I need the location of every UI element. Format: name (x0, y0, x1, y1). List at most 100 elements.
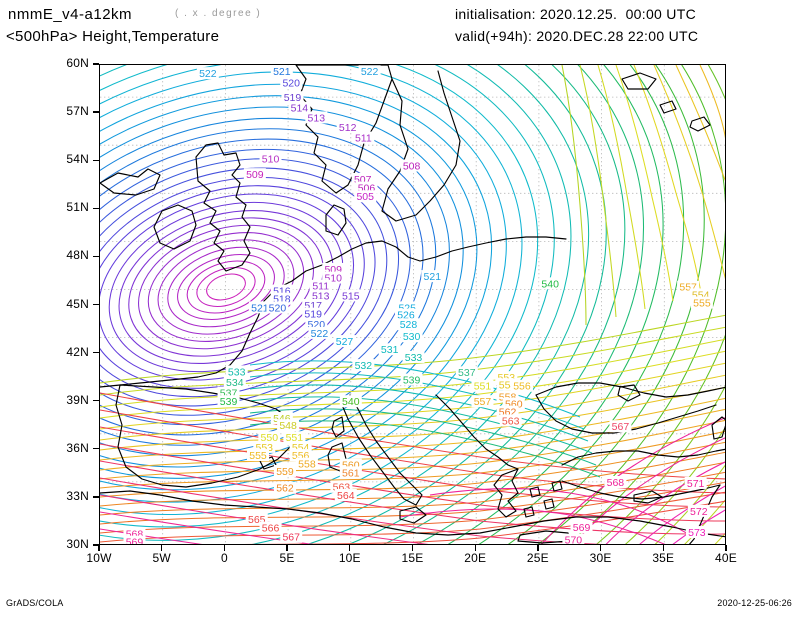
x-axis-tick-mark (223, 545, 226, 551)
chart-header: nmmE_v4-a12km ( . x . degree ) <500hPa> … (0, 0, 800, 52)
contour-label-halo (243, 168, 266, 181)
contour-value-label: 573 (688, 527, 706, 539)
valid-time: valid(+94h): 2020.DEC.28 22:00 UTC (455, 28, 699, 44)
y-axis-tick-label: 30N (66, 537, 89, 551)
contour-value-label: 522 (311, 328, 329, 340)
contour-label-halo (510, 379, 533, 392)
contour-value-label: 513 (308, 112, 326, 124)
contour-value-label: 548 (279, 420, 297, 432)
contour-value-label: 520 (282, 78, 300, 90)
contour-value-label: 531 (381, 344, 399, 356)
contour-label-halo (354, 190, 377, 203)
x-axis-tick-mark (725, 545, 727, 551)
contour-label-halo (378, 343, 401, 356)
contour-label-halo (562, 533, 585, 544)
contour-label-halo (280, 76, 303, 89)
y-axis-tick-label: 33N (66, 488, 89, 503)
contour-label-halo (334, 488, 357, 501)
contour-label-halo (684, 476, 707, 489)
contour-value-label: 511 (355, 133, 372, 145)
southern-zonal-contours (100, 314, 725, 544)
y-axis-tick-mark (93, 207, 99, 209)
contour-value-label: 512 (339, 122, 357, 134)
x-axis-tick-mark (349, 545, 351, 551)
contour-value-label: 567 (612, 421, 630, 433)
contour-value-label: 555 (693, 297, 711, 309)
y-axis-tick-label: 48N (66, 248, 89, 263)
contour-value-label: 570 (565, 535, 583, 545)
contour-value-label: 540 (541, 278, 559, 290)
contour-label-halo (397, 318, 420, 331)
x-axis-tick-label: 35E (652, 551, 675, 565)
contour-label-halo (352, 131, 375, 144)
contour-value-label: 551 (474, 381, 492, 393)
contour-value-label: 572 (690, 506, 708, 518)
x-axis-tick-mark (411, 545, 414, 551)
contour-label-halo (223, 375, 246, 388)
contour-value-label: 567 (282, 532, 300, 544)
y-axis-tick-label: 36N (66, 440, 89, 455)
contour-label-halo (336, 121, 359, 134)
contour-value-label: 537 (458, 367, 476, 379)
contour-value-label: 521 (273, 66, 291, 78)
contour-value-label: 527 (336, 336, 354, 348)
contour-label-halo (247, 449, 270, 462)
contour-label-halo (539, 277, 562, 290)
contour-map-plot: 522 521 522 520 519 514 513 512 511 510 508 509 507 5… (99, 64, 726, 545)
contour-value-label: 556 (513, 381, 531, 393)
contour-value-label: 533 (405, 352, 423, 364)
contour-value-label: 568 (607, 477, 625, 489)
contour-label-halo (471, 379, 494, 392)
contour-value-label: 521 (251, 302, 269, 314)
contour-label-halo (687, 504, 710, 517)
contour-value-label: 533 (228, 366, 246, 378)
x-axis-tick-mark (98, 545, 100, 551)
contour-label-halo (421, 270, 444, 283)
contour-value-label: 510 (262, 154, 280, 166)
contour-label-halo (270, 65, 293, 78)
contour-label-halo (358, 65, 381, 78)
contour-value-label: 566 (262, 523, 280, 535)
contour-label-halo (273, 481, 296, 494)
y-axis-tick-mark (93, 63, 99, 65)
contour-label-halo (690, 296, 713, 309)
central-trough-contours (249, 360, 601, 478)
initialisation-time: initialisation: 2020.12.25. 00:00 UTC (455, 6, 696, 22)
x-axis-tick-label: 15E (401, 551, 424, 565)
resolution-note: ( . x . degree ) (175, 8, 262, 19)
x-axis-tick-label: 10E (338, 551, 361, 565)
contour-label-halo (339, 289, 362, 302)
contour-label-halo (570, 521, 593, 534)
contour-value-label: 508 (403, 160, 421, 172)
y-axis-tick-mark (93, 255, 99, 258)
y-axis-tick-mark (93, 111, 99, 113)
contour-label-halo (685, 526, 708, 539)
contour-label-halo (471, 395, 494, 408)
x-axis-tick-label: 30E (589, 551, 612, 565)
contour-label-halo (400, 159, 423, 172)
contour-label-halo (455, 366, 478, 379)
y-axis-tick-label: 60N (66, 56, 89, 70)
contour-value-label: 528 (400, 319, 418, 331)
contour-label-halo (196, 67, 219, 80)
contour-value-label: 530 (403, 331, 421, 343)
contour-value-label: 561 (342, 467, 360, 479)
contour-label-halo (305, 111, 328, 124)
contour-label-halo (248, 301, 271, 314)
contour-label-halo (281, 91, 304, 104)
contour-value-label: 509 (246, 169, 264, 181)
x-axis-tick-label: 20E (464, 551, 487, 565)
y-axis-tick-mark (93, 544, 99, 546)
render-timestamp: 2020-12-25-06:26 (717, 598, 792, 608)
level-fields: <500hPa> Height,Temperature (6, 28, 220, 45)
x-axis-tick-label: 0 (220, 551, 228, 565)
contour-label-halo (609, 420, 632, 433)
y-axis-tick-mark (93, 159, 99, 161)
x-axis-tick-label: 5E (279, 551, 295, 565)
contour-label-halo (352, 359, 375, 372)
contour-value-label: 519 (284, 92, 302, 104)
contour-label-halo (277, 419, 300, 432)
contour-label-halo (339, 466, 362, 479)
contour-label-halo (333, 335, 356, 348)
